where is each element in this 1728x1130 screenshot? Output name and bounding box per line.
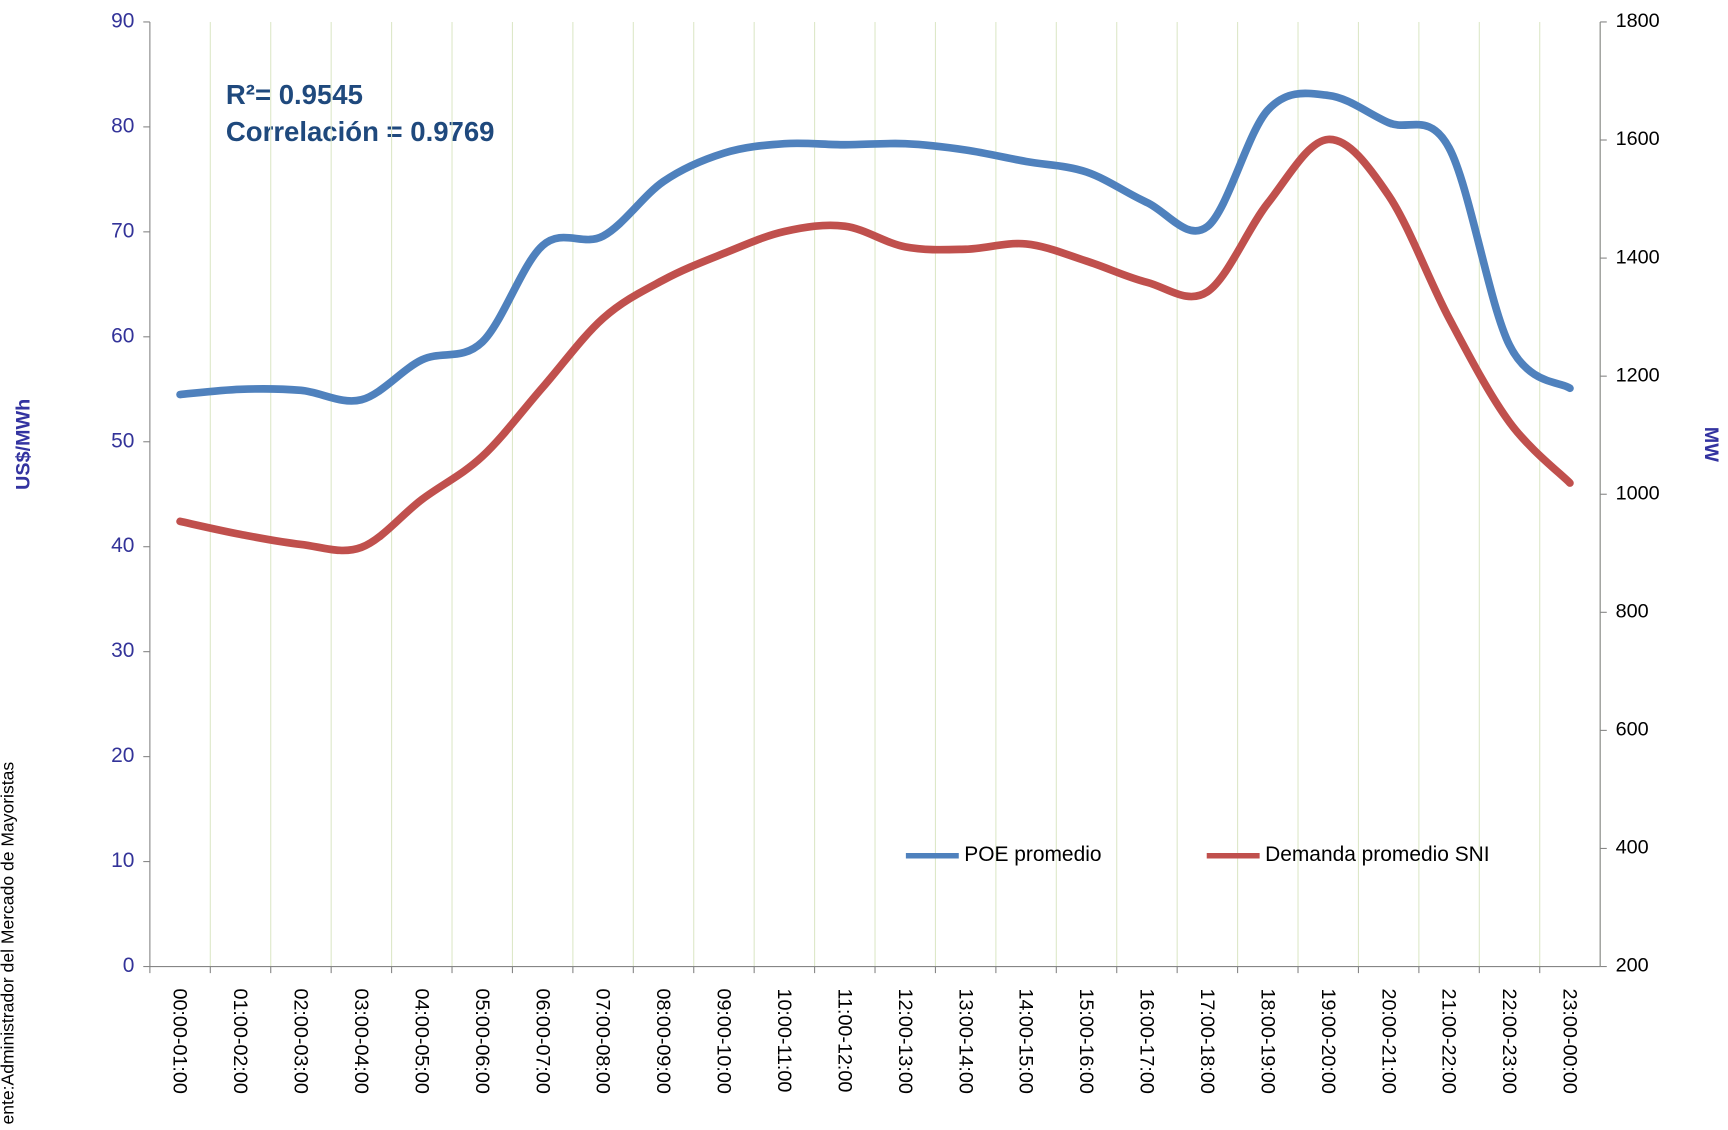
y2-tick-label: 1800 — [1616, 10, 1660, 32]
y2-tick-label: 400 — [1616, 837, 1649, 859]
y2-tick-label: 1000 — [1616, 482, 1660, 504]
legend-label: Demanda promedio SNI — [1265, 843, 1489, 866]
y2-tick-label: 800 — [1616, 601, 1649, 623]
x-tick-label: 02:00-03:00 — [290, 988, 312, 1093]
y-tick-label: 60 — [111, 324, 134, 347]
x-tick-label: 10:00-11:00 — [773, 988, 795, 1092]
y-tick-label: 90 — [111, 9, 134, 32]
source-note: ente:Administrador del Mercado de Mayori… — [0, 762, 17, 1125]
y-tick-label: 80 — [111, 114, 134, 137]
x-tick-label: 06:00-07:00 — [531, 988, 553, 1093]
x-tick-label: 03:00-04:00 — [350, 988, 372, 1093]
x-tick-label: 11:00-12:00 — [833, 988, 855, 1092]
y-tick-label: 0 — [123, 954, 135, 977]
y-tick-label: 70 — [111, 219, 134, 242]
y2-tick-label: 200 — [1616, 955, 1649, 977]
x-tick-label: 23:00-00:00 — [1559, 988, 1581, 1093]
x-tick-label: 19:00-20:00 — [1317, 988, 1339, 1093]
y2-tick-label: 1600 — [1616, 128, 1660, 150]
legend-label: POE promedio — [964, 843, 1101, 866]
y2-tick-label: 1400 — [1616, 246, 1660, 268]
x-tick-label: 09:00-10:00 — [713, 988, 735, 1093]
x-tick-label: 01:00-02:00 — [229, 988, 251, 1093]
y-tick-label: 40 — [111, 534, 134, 557]
x-tick-label: 17:00-18:00 — [1196, 988, 1218, 1093]
y-tick-label: 30 — [111, 639, 134, 662]
x-tick-label: 00:00-01:00 — [169, 988, 191, 1093]
x-tick-label: 22:00-23:00 — [1498, 988, 1520, 1093]
y-tick-label: 10 — [111, 849, 134, 872]
y-tick-label: 50 — [111, 429, 134, 452]
annotation: R²= 0.9545 — [226, 79, 363, 110]
series-line — [176, 135, 1574, 555]
x-tick-label: 14:00-15:00 — [1015, 988, 1037, 1093]
y2-tick-label: 1200 — [1616, 364, 1660, 386]
x-tick-label: 20:00-21:00 — [1377, 988, 1399, 1093]
x-tick-label: 18:00-19:00 — [1256, 988, 1278, 1093]
annotation: Correlación = 0.9769 — [226, 116, 495, 147]
y-axis-title: US$/MWh — [12, 399, 34, 490]
x-tick-label: 08:00-09:00 — [652, 988, 674, 1093]
x-tick-label: 15:00-16:00 — [1075, 988, 1097, 1093]
x-tick-label: 12:00-13:00 — [894, 988, 916, 1093]
x-tick-label: 05:00-06:00 — [471, 988, 493, 1093]
y-tick-label: 20 — [111, 744, 134, 767]
x-tick-label: 04:00-05:00 — [410, 988, 432, 1093]
x-tick-label: 07:00-08:00 — [592, 988, 614, 1093]
x-tick-label: 13:00-14:00 — [954, 988, 976, 1093]
x-tick-label: 16:00-17:00 — [1136, 988, 1158, 1093]
x-tick-label: 21:00-22:00 — [1438, 988, 1460, 1093]
y2-axis-title: MW — [1700, 427, 1722, 462]
series-line — [176, 89, 1574, 405]
y2-tick-label: 600 — [1616, 719, 1649, 741]
